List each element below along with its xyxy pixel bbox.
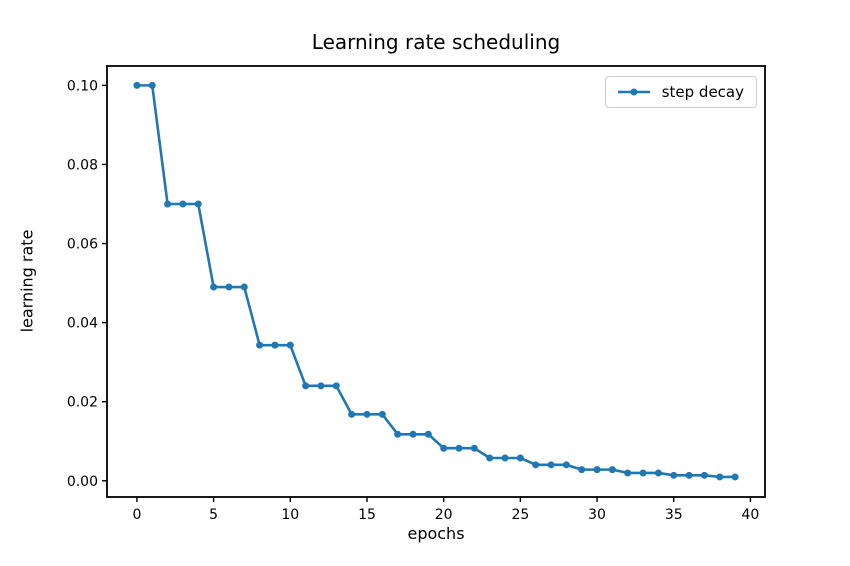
data-point xyxy=(470,444,478,452)
x-tick-label: 30 xyxy=(588,507,606,523)
data-point xyxy=(516,454,524,462)
x-tick-label: 20 xyxy=(435,507,453,523)
data-point xyxy=(256,341,264,349)
data-point xyxy=(593,466,601,474)
y-tick-label: 0.06 xyxy=(67,237,98,253)
data-point xyxy=(271,341,279,349)
data-point xyxy=(332,382,340,390)
x-tick-label: 0 xyxy=(132,507,141,523)
data-point xyxy=(225,283,233,291)
data-point xyxy=(409,430,417,438)
data-point xyxy=(670,471,678,479)
data-point xyxy=(302,382,310,390)
data-point xyxy=(562,461,570,469)
data-point xyxy=(685,471,693,479)
data-point xyxy=(455,444,463,452)
data-point xyxy=(716,473,724,481)
y-tick-label: 0.02 xyxy=(67,395,98,411)
data-point xyxy=(547,461,555,469)
chart-title: Learning rate scheduling xyxy=(311,30,561,54)
y-tick-label: 0.10 xyxy=(67,78,98,94)
y-tick-label: 0.04 xyxy=(67,316,98,332)
x-tick-label: 25 xyxy=(511,507,529,523)
data-point xyxy=(424,430,432,438)
data-point xyxy=(394,430,402,438)
data-point xyxy=(164,200,172,208)
series-line-step-decay xyxy=(135,84,737,479)
x-axis-label: epochs xyxy=(407,524,465,543)
data-point xyxy=(148,81,156,89)
data-point xyxy=(194,200,202,208)
data-point xyxy=(210,283,218,291)
data-point xyxy=(378,410,386,418)
data-point xyxy=(639,469,647,477)
x-tick-label: 15 xyxy=(358,507,376,523)
legend: step decay xyxy=(604,76,757,108)
data-point xyxy=(624,469,632,477)
data-point xyxy=(700,471,708,479)
legend-line-marker-icon xyxy=(617,88,650,96)
data-point xyxy=(654,469,662,477)
legend-label: step decay xyxy=(661,83,744,101)
data-point xyxy=(731,473,739,481)
data-point xyxy=(317,382,325,390)
data-point xyxy=(578,466,586,474)
y-tick-label: 0.08 xyxy=(67,157,98,173)
data-point xyxy=(486,454,494,462)
data-point xyxy=(440,444,448,452)
x-tick-label: 40 xyxy=(742,507,760,523)
x-tick-label: 5 xyxy=(209,507,218,523)
data-point xyxy=(179,200,187,208)
data-point xyxy=(501,454,509,462)
x-tick-label: 10 xyxy=(281,507,299,523)
x-tick-label: 35 xyxy=(665,507,683,523)
data-point xyxy=(286,341,294,349)
data-point xyxy=(532,461,540,469)
data-point xyxy=(608,466,616,474)
data-point xyxy=(240,283,248,291)
data-point xyxy=(348,410,356,418)
y-tick-label: 0.00 xyxy=(67,474,98,490)
plot-border xyxy=(106,65,766,498)
data-point xyxy=(133,81,141,89)
data-point xyxy=(363,410,371,418)
